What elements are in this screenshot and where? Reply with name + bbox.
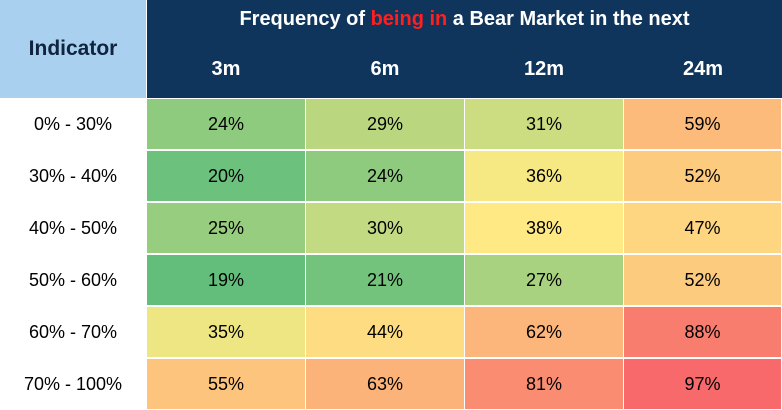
row-label: 30% - 40% (28, 166, 118, 186)
heatmap-cell: 35% (147, 307, 306, 358)
title-part-1: Frequency of (239, 8, 371, 30)
heatmap-cell: 97% (624, 359, 782, 410)
heatmap-cell: 27% (465, 255, 624, 306)
heatmap-cell: 20% (147, 151, 306, 202)
heatmap-cell: 59% (624, 99, 782, 150)
heatmap-cell: 81% (465, 359, 624, 410)
heatmap-cell: 25% (147, 203, 306, 254)
heatmap-cell: 63% (306, 359, 465, 410)
title-part-3: a Bear Market in the next (447, 8, 690, 30)
heatmap-cell: 62% (465, 307, 624, 358)
heatmap-cell: 36% (465, 151, 624, 202)
column-header-12m: 12m (523, 58, 565, 80)
column-header-3m: 3m (211, 58, 241, 80)
indicator-header: Indicator (0, 0, 146, 98)
title-highlight: being in (370, 8, 448, 30)
heatmap-cell: 24% (306, 151, 465, 202)
column-header-6m: 6m (370, 58, 400, 80)
column-header-24m: 24m (682, 58, 724, 80)
heatmap-cell: 30% (306, 203, 465, 254)
heatmap-cell: 44% (306, 307, 465, 358)
row-label: 50% - 60% (28, 270, 118, 290)
heatmap-cell: 55% (147, 359, 306, 410)
row-label: 70% - 100% (23, 374, 123, 394)
heatmap-cell: 31% (465, 99, 624, 150)
period-header: Frequency of being in a Bear Market in t… (147, 0, 782, 98)
heatmap-cell: 21% (306, 255, 465, 306)
heatmap-cell: 52% (624, 255, 782, 306)
chart-title: Frequency of being in a Bear Market in t… (147, 8, 782, 31)
row-label: 0% - 30% (33, 114, 113, 134)
heatmap-cell: 24% (147, 99, 306, 150)
heatmap-cell: 47% (624, 203, 782, 254)
row-label: 40% - 50% (28, 218, 118, 238)
heatmap-cell: 88% (624, 307, 782, 358)
row-label: 60% - 70% (28, 322, 118, 342)
heatmap-cell: 19% (147, 255, 306, 306)
heatmap-cell: 52% (624, 151, 782, 202)
heatmap-cell: 29% (306, 99, 465, 150)
heatmap-cell: 38% (465, 203, 624, 254)
